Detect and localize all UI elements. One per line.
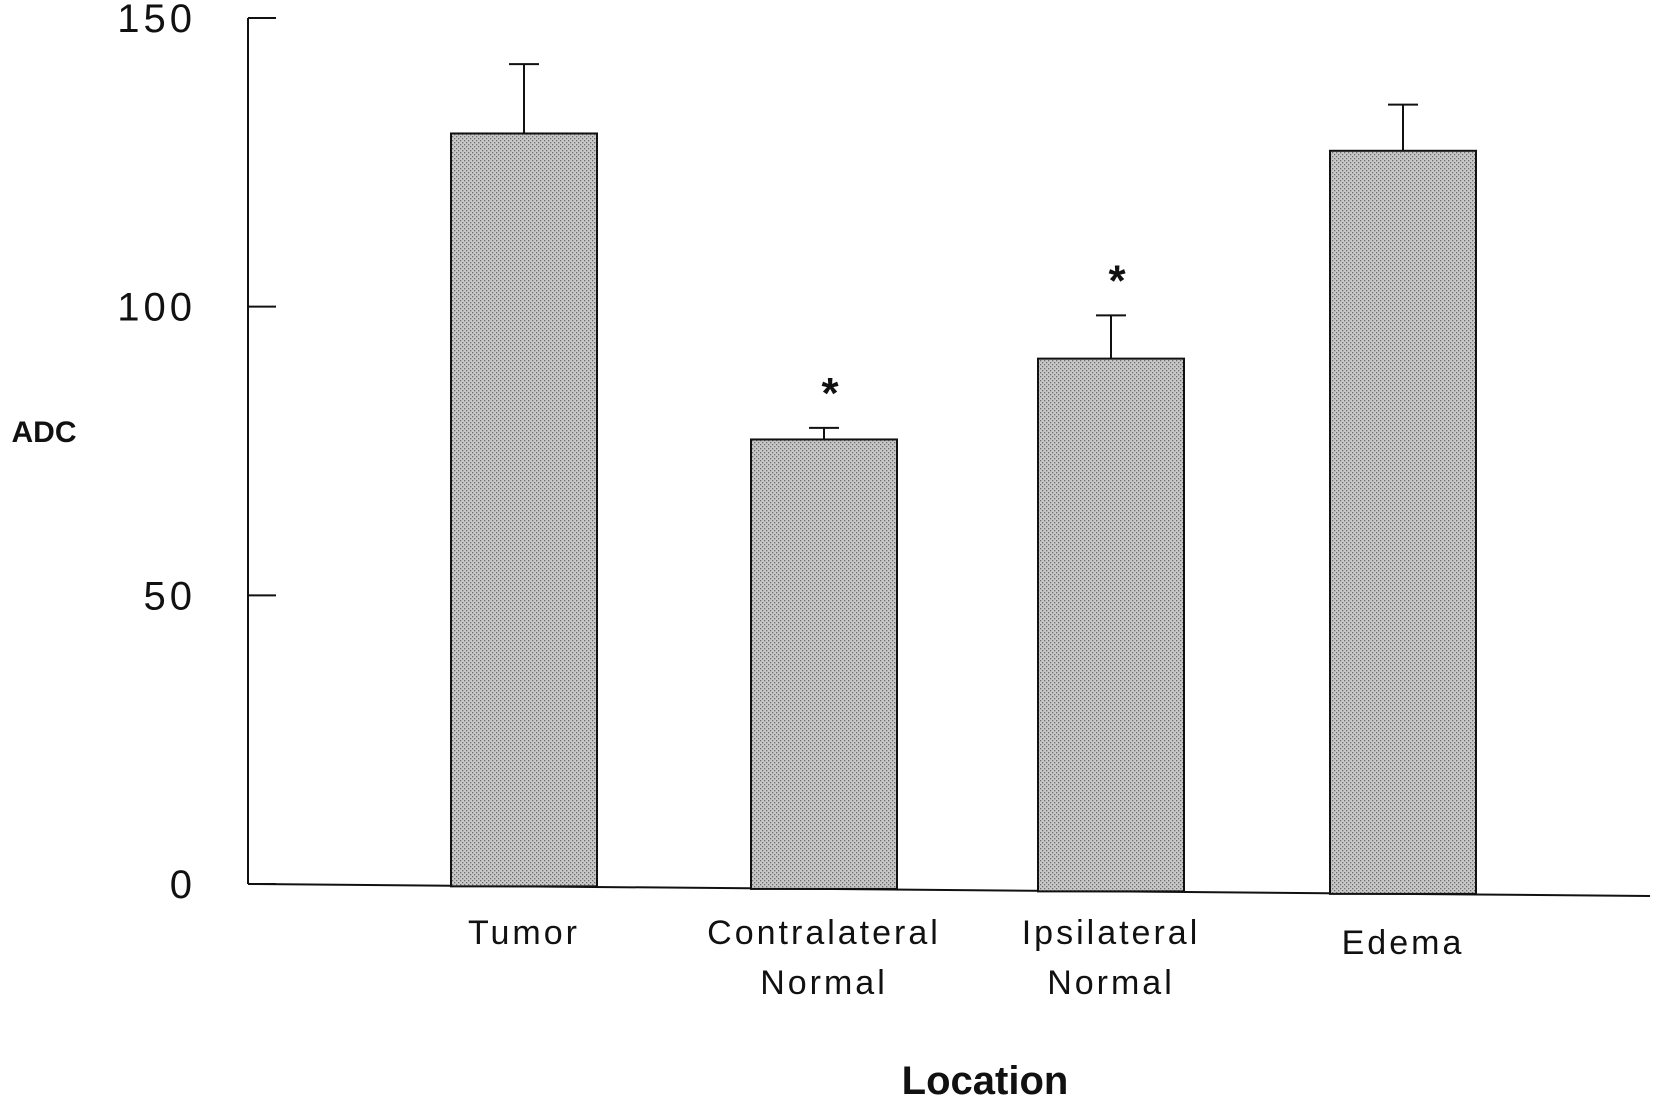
significance-marker-1: * xyxy=(821,369,839,418)
x-category-label-2-0: Ipsilateral xyxy=(1022,914,1201,952)
bar-1 xyxy=(750,438,898,890)
y-tick-label-0: 0 xyxy=(170,863,196,907)
y-tick-label-50: 50 xyxy=(144,574,197,618)
x-category-label-2-1: Normal xyxy=(1047,964,1175,1002)
y-tick-label-100: 100 xyxy=(117,286,196,330)
x-axis-title: Location xyxy=(902,1059,1069,1097)
x-category-label-3-0: Edema xyxy=(1342,924,1465,962)
significance-marker-2: * xyxy=(1108,256,1126,305)
bars xyxy=(450,63,1477,895)
labels: Tumor * Contralateral Normal * Ipsilateral Nor… xyxy=(12,256,1465,1102)
bar-3 xyxy=(1329,149,1477,895)
bar-0 xyxy=(450,132,598,888)
x-category-label-0-0: Tumor xyxy=(468,914,580,952)
y-axis-title: ADC xyxy=(12,416,77,449)
y-tick-label-150: 150 xyxy=(117,0,196,41)
x-category-label-1-0: Contralateral xyxy=(707,914,941,952)
x-category-label-1-1: Normal xyxy=(760,964,888,1002)
bar-2 xyxy=(1037,357,1185,893)
